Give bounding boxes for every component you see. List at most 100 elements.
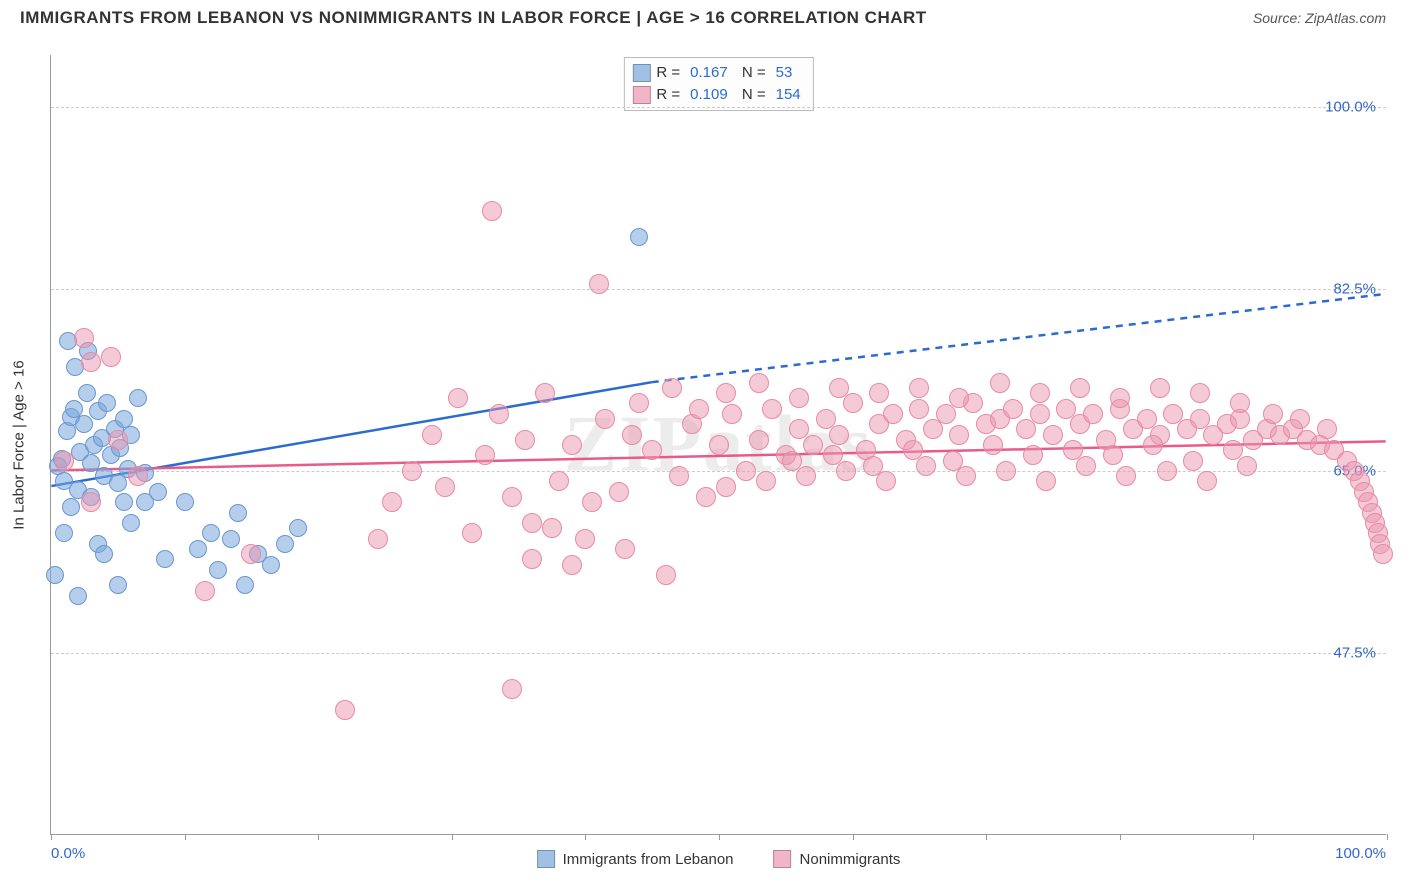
scatter-point-nonimmigrants bbox=[549, 471, 569, 491]
scatter-point-nonimmigrants bbox=[1230, 393, 1250, 413]
scatter-point-nonimmigrants bbox=[843, 393, 863, 413]
source-label: Source: ZipAtlas.com bbox=[1253, 10, 1386, 26]
x-tick bbox=[719, 834, 720, 840]
scatter-point-nonimmigrants bbox=[956, 466, 976, 486]
x-tick bbox=[1120, 834, 1121, 840]
x-tick bbox=[585, 834, 586, 840]
legend-label-lebanon: Immigrants from Lebanon bbox=[563, 851, 734, 868]
scatter-point-nonimmigrants bbox=[241, 544, 261, 564]
scatter-point-nonimmigrants bbox=[462, 523, 482, 543]
scatter-point-nonimmigrants bbox=[749, 373, 769, 393]
scatter-point-nonimmigrants bbox=[909, 378, 929, 398]
scatter-point-nonimmigrants bbox=[582, 492, 602, 512]
series-legend: Immigrants from Lebanon Nonimmigrants bbox=[537, 850, 901, 868]
scatter-point-nonimmigrants bbox=[1016, 419, 1036, 439]
scatter-point-nonimmigrants bbox=[1197, 471, 1217, 491]
scatter-point-nonimmigrants bbox=[1003, 399, 1023, 419]
scatter-point-nonimmigrants bbox=[689, 399, 709, 419]
scatter-point-nonimmigrants bbox=[1317, 419, 1337, 439]
x-tick-label-max: 100.0% bbox=[1335, 845, 1386, 862]
scatter-point-nonimmigrants bbox=[368, 529, 388, 549]
scatter-point-nonimmigrants bbox=[990, 373, 1010, 393]
scatter-point-nonimmigrants bbox=[622, 425, 642, 445]
scatter-point-nonimmigrants bbox=[936, 404, 956, 424]
scatter-point-nonimmigrants bbox=[535, 383, 555, 403]
scatter-point-nonimmigrants bbox=[1190, 383, 1210, 403]
scatter-point-nonimmigrants bbox=[836, 461, 856, 481]
scatter-point-lebanon bbox=[189, 540, 207, 558]
scatter-point-nonimmigrants bbox=[629, 393, 649, 413]
x-tick bbox=[452, 834, 453, 840]
scatter-point-nonimmigrants bbox=[1290, 409, 1310, 429]
n-label: N = bbox=[738, 84, 766, 106]
scatter-point-lebanon bbox=[222, 530, 240, 548]
scatter-point-nonimmigrants bbox=[1030, 383, 1050, 403]
swatch-nonimmigrants bbox=[632, 86, 650, 104]
gridline bbox=[51, 471, 1386, 472]
scatter-point-nonimmigrants bbox=[1110, 388, 1130, 408]
scatter-point-lebanon bbox=[129, 389, 147, 407]
scatter-point-nonimmigrants bbox=[335, 700, 355, 720]
scatter-point-nonimmigrants bbox=[128, 466, 148, 486]
scatter-point-nonimmigrants bbox=[789, 388, 809, 408]
scatter-point-nonimmigrants bbox=[1043, 425, 1063, 445]
scatter-point-nonimmigrants bbox=[74, 328, 94, 348]
swatch-nonimmigrants-bottom bbox=[774, 850, 792, 868]
r-label: R = bbox=[656, 62, 680, 84]
scatter-point-nonimmigrants bbox=[382, 492, 402, 512]
n-label: N = bbox=[738, 62, 766, 84]
scatter-point-nonimmigrants bbox=[422, 425, 442, 445]
scatter-point-nonimmigrants bbox=[1143, 435, 1163, 455]
scatter-point-nonimmigrants bbox=[515, 430, 535, 450]
scatter-point-nonimmigrants bbox=[101, 347, 121, 367]
scatter-point-nonimmigrants bbox=[562, 435, 582, 455]
scatter-point-lebanon bbox=[55, 524, 73, 542]
scatter-point-nonimmigrants bbox=[1237, 456, 1257, 476]
scatter-point-nonimmigrants bbox=[1150, 378, 1170, 398]
scatter-point-lebanon bbox=[95, 545, 113, 563]
x-tick bbox=[1387, 834, 1388, 840]
scatter-point-nonimmigrants bbox=[1263, 404, 1283, 424]
scatter-point-nonimmigrants bbox=[562, 555, 582, 575]
legend-item-lebanon: Immigrants from Lebanon bbox=[537, 850, 734, 868]
scatter-point-nonimmigrants bbox=[108, 430, 128, 450]
x-tick bbox=[986, 834, 987, 840]
scatter-point-nonimmigrants bbox=[1030, 404, 1050, 424]
scatter-point-lebanon bbox=[109, 576, 127, 594]
scatter-point-nonimmigrants bbox=[709, 435, 729, 455]
scatter-point-nonimmigrants bbox=[589, 274, 609, 294]
scatter-point-nonimmigrants bbox=[502, 679, 522, 699]
scatter-point-nonimmigrants bbox=[662, 378, 682, 398]
scatter-point-nonimmigrants bbox=[1373, 544, 1393, 564]
scatter-point-nonimmigrants bbox=[716, 477, 736, 497]
y-tick-label: 100.0% bbox=[1325, 99, 1376, 116]
scatter-point-nonimmigrants bbox=[983, 435, 1003, 455]
gridline bbox=[51, 107, 1386, 108]
x-tick bbox=[51, 834, 52, 840]
scatter-point-nonimmigrants bbox=[522, 549, 542, 569]
scatter-point-nonimmigrants bbox=[796, 466, 816, 486]
scatter-point-nonimmigrants bbox=[1157, 461, 1177, 481]
gridline bbox=[51, 653, 1386, 654]
scatter-point-nonimmigrants bbox=[656, 565, 676, 585]
scatter-point-lebanon bbox=[62, 498, 80, 516]
scatter-point-lebanon bbox=[236, 576, 254, 594]
r-value-lebanon: 0.167 bbox=[686, 62, 732, 84]
scatter-point-lebanon bbox=[115, 493, 133, 511]
scatter-point-nonimmigrants bbox=[489, 404, 509, 424]
swatch-lebanon bbox=[632, 64, 650, 82]
x-tick-label-min: 0.0% bbox=[51, 845, 85, 862]
scatter-point-nonimmigrants bbox=[883, 404, 903, 424]
stats-legend: R = 0.167 N = 53 R = 0.109 N = 154 bbox=[623, 57, 813, 111]
scatter-point-nonimmigrants bbox=[696, 487, 716, 507]
scatter-point-nonimmigrants bbox=[949, 388, 969, 408]
legend-item-nonimmigrants: Nonimmigrants bbox=[774, 850, 901, 868]
scatter-point-nonimmigrants bbox=[909, 399, 929, 419]
scatter-point-nonimmigrants bbox=[448, 388, 468, 408]
scatter-point-lebanon bbox=[630, 228, 648, 246]
scatter-point-lebanon bbox=[209, 561, 227, 579]
scatter-point-nonimmigrants bbox=[669, 466, 689, 486]
scatter-point-nonimmigrants bbox=[1023, 445, 1043, 465]
scatter-point-nonimmigrants bbox=[402, 461, 422, 481]
scatter-point-lebanon bbox=[149, 483, 167, 501]
